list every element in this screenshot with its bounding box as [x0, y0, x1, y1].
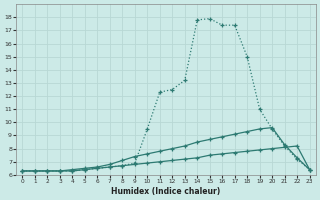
- X-axis label: Humidex (Indice chaleur): Humidex (Indice chaleur): [111, 187, 221, 196]
